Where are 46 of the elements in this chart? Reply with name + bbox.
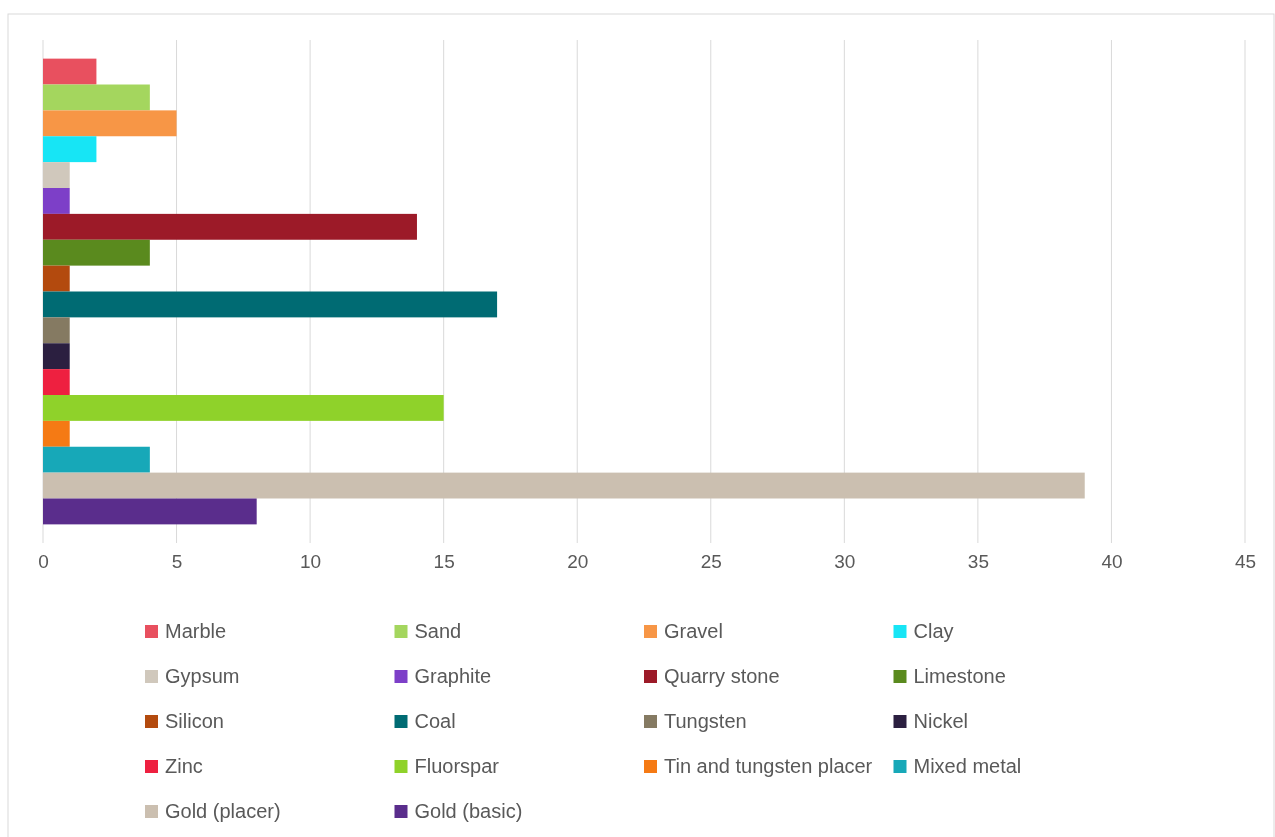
bar (43, 110, 177, 137)
legend-label: Clay (913, 620, 954, 642)
x-tick-label: 45 (1234, 551, 1257, 573)
bar (43, 84, 150, 111)
x-tick-label: 30 (834, 551, 856, 573)
legend-label: Gypsum (165, 665, 240, 687)
x-tick-label: 40 (1101, 551, 1123, 573)
legend-label: Nickel (913, 710, 968, 732)
bar (43, 239, 150, 266)
bar (43, 291, 498, 318)
legend-label: Silicon (165, 710, 224, 732)
bar (43, 213, 417, 240)
bar (43, 472, 1085, 499)
bar (43, 317, 70, 344)
legend-label: Graphite (414, 665, 492, 687)
legend-label: Tin and tungsten placer (664, 755, 873, 777)
bar (43, 420, 70, 447)
legend-label: Gold (basic) (414, 800, 523, 822)
legend-label: Gravel (664, 620, 723, 642)
bar (43, 58, 97, 85)
legend-label: Limestone (913, 665, 1006, 687)
bar (43, 446, 150, 473)
bar (43, 343, 70, 370)
legend-label: Tungsten (664, 710, 747, 732)
legend-label: Sand (414, 620, 462, 642)
bar (43, 498, 257, 525)
bar (43, 136, 97, 163)
legend-label: Gold (placer) (165, 800, 281, 822)
x-tick-label: 10 (300, 551, 322, 573)
bar (43, 162, 70, 188)
bar (43, 395, 444, 421)
x-tick-label: 25 (700, 551, 722, 573)
bar (43, 369, 70, 395)
legend-label: Quarry stone (664, 665, 780, 687)
legend-label: Zinc (165, 755, 203, 777)
bar (43, 188, 70, 214)
bar (43, 265, 70, 292)
x-tick-label: 15 (433, 551, 455, 573)
legend-label: Marble (165, 620, 227, 642)
legend-label: Mixed metal (913, 755, 1022, 777)
x-tick-label: 0 (38, 551, 49, 573)
x-tick-label: 35 (967, 551, 989, 573)
legend-label: Fluorspar (414, 755, 500, 777)
legend-label: Coal (414, 710, 456, 732)
x-tick-label: 20 (567, 551, 589, 573)
x-tick-label: 5 (171, 551, 183, 573)
